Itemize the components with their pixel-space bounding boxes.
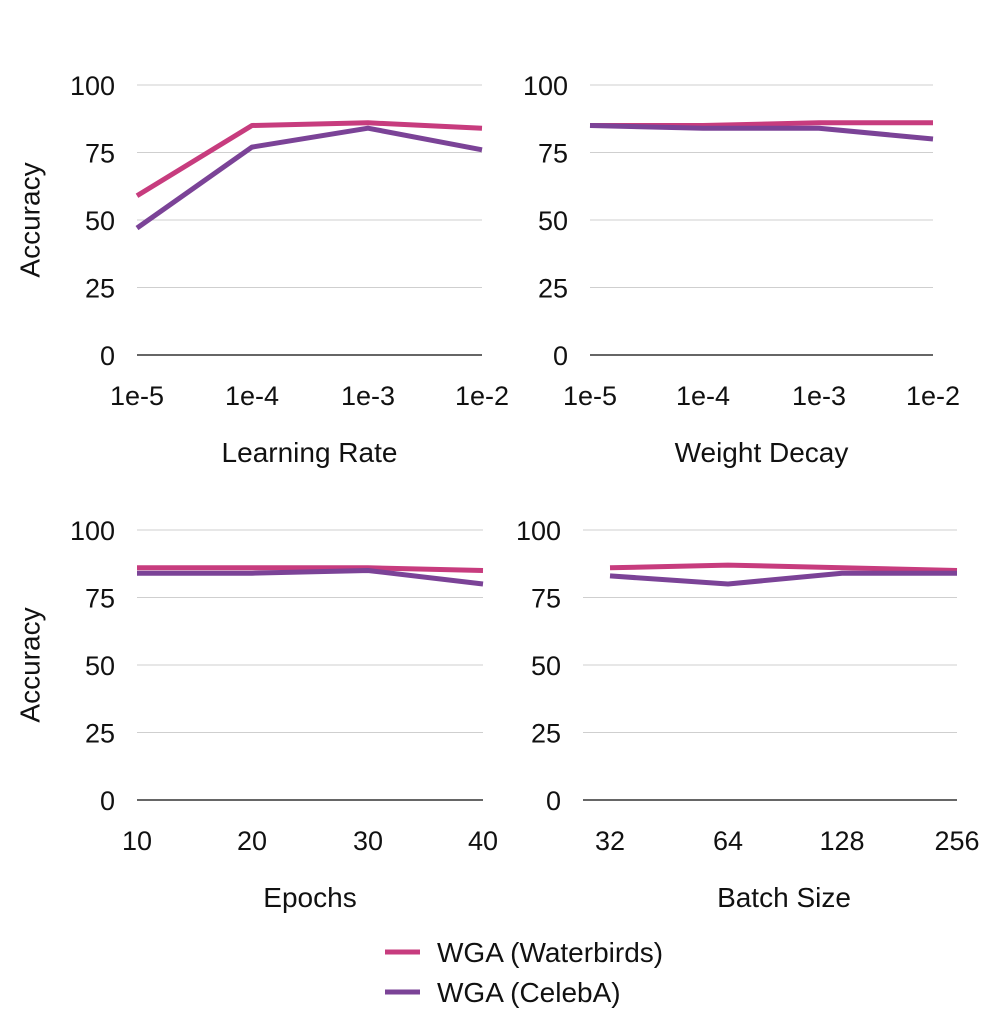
series-line-waterbirds [135,120,483,198]
y-tick-label: 100 [516,516,561,546]
y-tick-label: 100 [70,71,115,101]
y-tick-label: 25 [85,274,115,304]
x-tick-label: 1e-3 [341,381,395,411]
x-tick-label: 64 [713,826,743,856]
y-tick-label: 50 [85,651,115,681]
x-axis-label: Weight Decay [675,437,849,468]
x-tick-label: 20 [237,826,267,856]
x-tick-label: 40 [468,826,498,856]
y-tick-label: 50 [538,206,568,236]
chart-panel-4: 0 25 50 75 100 32 64 128 256 Batch Size [516,516,980,913]
y-tick-label: 25 [538,274,568,304]
x-tick-label: 1e-4 [676,381,730,411]
y-tick-label: 25 [531,719,561,749]
series-line-waterbirds [609,562,958,573]
legend: WGA (Waterbirds) WGA (CelebA) [385,937,663,1008]
x-tick-label: 1e-3 [792,381,846,411]
x-tick-label: 1e-2 [455,381,509,411]
y-tick-label: 50 [531,651,561,681]
legend-label-celeba: WGA (CelebA) [437,977,621,1008]
x-axis-label: Batch Size [717,882,851,913]
series-line-celeba [137,568,484,587]
x-axis-label: Learning Rate [222,437,398,468]
legend-label-waterbirds: WGA (Waterbirds) [437,937,663,968]
x-tick-label: 32 [595,826,625,856]
x-tick-label: 1e-5 [110,381,164,411]
x-axis-label: Epochs [263,882,356,913]
y-tick-label: 75 [85,139,115,169]
chart-panel-1: 0 25 50 75 100 1e-5 1e-4 1e-3 1e-2 Learning Rate A… [15,71,510,468]
x-tick-label: 256 [934,826,979,856]
y-tick-label: 100 [70,516,115,546]
y-tick-label: 0 [553,341,568,371]
y-tick-label: 75 [85,584,115,614]
x-tick-label: 1e-5 [563,381,617,411]
y-axis-label: Accuracy [15,607,46,722]
x-tick-label: 1e-2 [906,381,960,411]
y-axis-label: Accuracy [15,162,46,277]
y-tick-label: 0 [100,341,115,371]
chart-panel-3: 0 25 50 75 100 10 20 30 40 Epochs Accuracy [15,516,499,913]
x-tick-label: 10 [122,826,152,856]
y-tick-label: 0 [100,786,115,816]
x-tick-label: 30 [353,826,383,856]
series-line-celeba [135,125,483,231]
y-tick-label: 75 [538,139,568,169]
series-line-celeba [589,123,934,142]
series-line-celeba [609,570,957,587]
x-tick-label: 1e-4 [225,381,279,411]
y-tick-label: 25 [85,719,115,749]
y-tick-label: 0 [546,786,561,816]
y-tick-label: 100 [523,71,568,101]
y-tick-label: 50 [85,206,115,236]
series-line-waterbirds [137,565,484,573]
y-tick-label: 75 [531,584,561,614]
chart-panel-2: 0 25 50 75 100 1e-5 1e-4 1e-3 1e-2 Weight Decay [523,71,960,468]
x-tick-label: 128 [819,826,864,856]
